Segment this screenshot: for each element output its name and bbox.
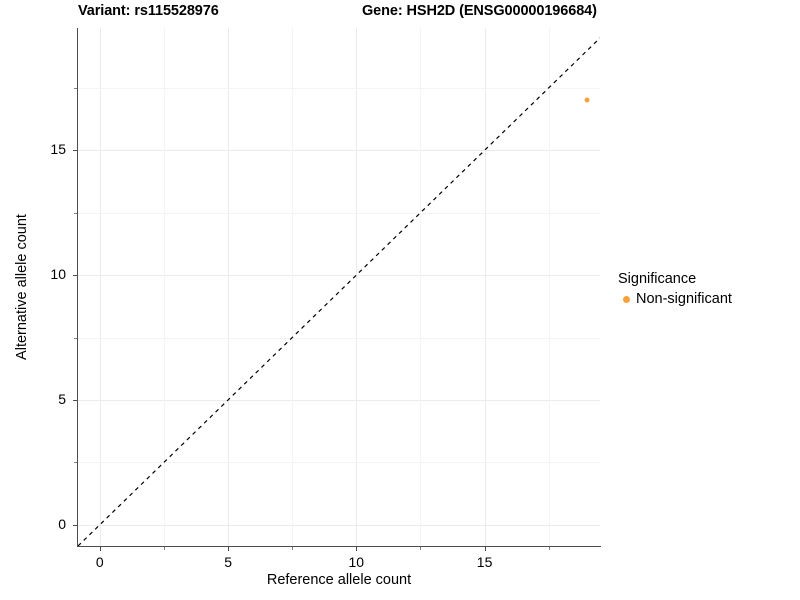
legend: Significance Non-significant (618, 271, 732, 308)
y-axis-tick (73, 275, 77, 277)
x-axis-tick-label: 0 (95, 554, 104, 570)
gridline-minor-horizontal (78, 212, 600, 214)
y-axis-tick (73, 150, 77, 152)
y-axis-minor-tick (74, 212, 77, 214)
y-axis-minor-tick (74, 337, 77, 339)
identity-line (78, 37, 600, 546)
x-axis-tick-label: 5 (224, 554, 232, 570)
y-axis-minor-tick (74, 462, 77, 464)
legend-items: Non-significant (618, 290, 732, 308)
x-axis-tick (99, 547, 101, 551)
legend-item-label: Non-significant (636, 291, 732, 307)
y-axis-tick-label: 15 (50, 141, 66, 158)
plot-panel (78, 28, 600, 546)
gridline-minor-vertical (163, 28, 165, 546)
legend-item[interactable]: Non-significant (618, 290, 732, 308)
data-point[interactable] (584, 97, 590, 103)
x-axis-line (78, 546, 601, 547)
x-axis-tick (484, 547, 486, 551)
gridline-minor-horizontal (78, 337, 600, 339)
plot-title-row: Variant: rs115528976 Gene: HSH2D (ENSG00… (0, 0, 800, 26)
y-axis-title: Alternative allele count (14, 214, 30, 360)
x-axis-tick-label: 15 (476, 554, 493, 570)
legend-key-dot-icon (618, 291, 634, 307)
gene-title: Gene: HSH2D (ENSG00000196684) (362, 3, 597, 19)
y-axis-tick (73, 524, 77, 526)
gridline-minor-vertical (548, 28, 550, 546)
legend-color-swatch (622, 295, 630, 303)
gridline-major-vertical (356, 28, 358, 546)
x-axis-minor-tick (420, 547, 422, 550)
gridline-major-vertical (99, 28, 101, 546)
x-axis-minor-tick (548, 547, 550, 550)
gridline-major-vertical (228, 28, 230, 546)
gridline-major-horizontal (78, 275, 600, 277)
gridline-major-vertical (484, 28, 486, 546)
gridline-minor-horizontal (78, 462, 600, 464)
x-axis-minor-tick (292, 547, 294, 550)
x-axis-minor-tick (163, 547, 165, 550)
diagonal-dashed-line (78, 37, 600, 546)
gridline-minor-horizontal (78, 87, 600, 89)
x-axis-tick-label: 10 (348, 554, 365, 570)
gridline-minor-vertical (420, 28, 422, 546)
variant-title: Variant: rs115528976 (78, 3, 219, 19)
legend-title: Significance (618, 271, 697, 287)
y-axis-tick-label: 10 (50, 266, 66, 283)
y-axis-minor-tick (74, 87, 77, 89)
y-axis-tick-label: 0 (58, 515, 66, 532)
gridline-minor-vertical (292, 28, 294, 546)
gridline-major-horizontal (78, 524, 600, 526)
y-axis-tick (73, 400, 77, 401)
x-axis-title: Reference allele count (266, 572, 412, 588)
y-axis-line (77, 28, 78, 547)
gridline-major-horizontal (78, 400, 600, 401)
x-axis-tick (356, 547, 358, 551)
y-axis-tick-label: 5 (58, 391, 66, 407)
x-axis-tick (228, 547, 230, 551)
gridline-major-horizontal (78, 150, 600, 152)
